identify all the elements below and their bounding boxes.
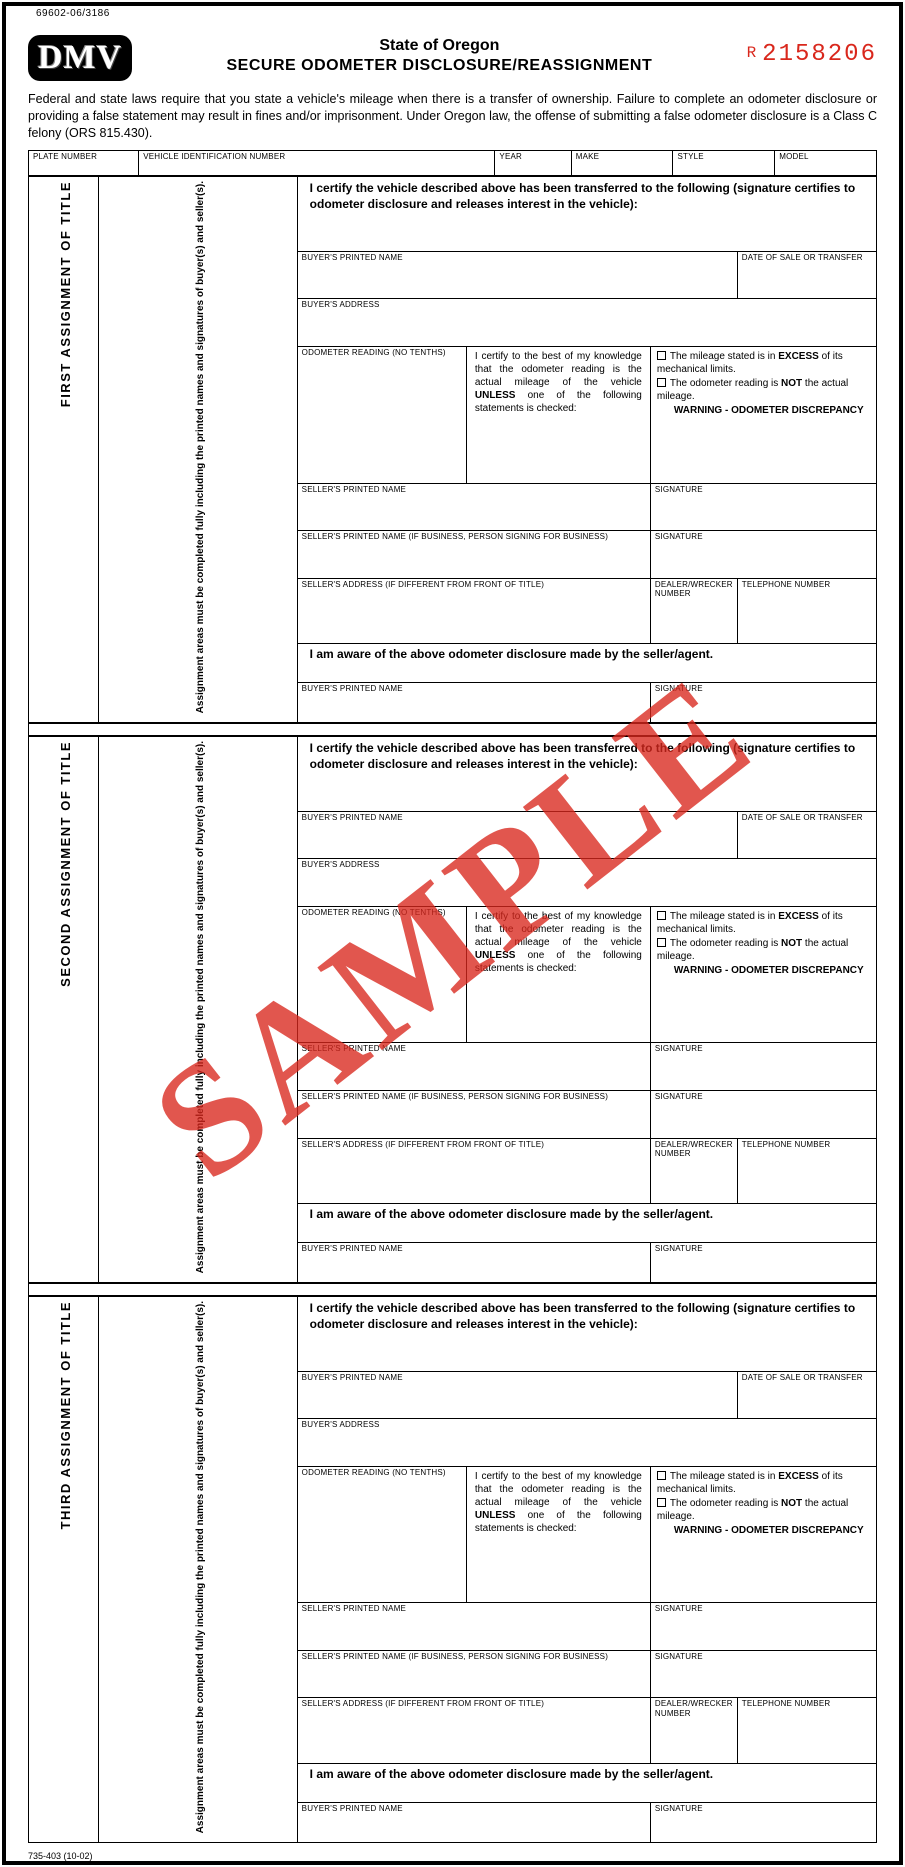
seller-name-label: SELLER'S PRINTED NAME [302, 485, 646, 509]
seller-biz-label: SELLER'S PRINTED NAME (IF BUSINESS, PERS… [302, 532, 646, 556]
checkbox-icon[interactable] [657, 1471, 666, 1480]
checkbox-icon[interactable] [657, 351, 666, 360]
vehicle-info-table: PLATE NUMBER VEHICLE IDENTIFICATION NUMB… [28, 150, 877, 177]
header: DMV State of Oregon SECURE ODOMETER DISC… [28, 35, 877, 81]
document-frame: 69602-06/3186 DMV State of Oregon SECURE… [2, 2, 903, 1865]
form-title: SECURE ODOMETER DISCLOSURE/REASSIGNMENT [132, 57, 746, 75]
seller-addr-label: SELLER'S ADDRESS (IF DIFFERENT FROM FRON… [302, 580, 646, 604]
signature-label: SIGNATURE [655, 532, 872, 556]
second-side-note: Assignment areas must be completed fully… [193, 741, 208, 1273]
odo-certify-text: I certify to the best of my knowledge th… [471, 348, 646, 417]
second-assignment: SECOND ASSIGNMENT OF TITLE Assignment ar… [28, 736, 877, 1283]
top-form-code: 69602-06/3186 [6, 6, 899, 19]
odo-reading-label: ODOMETER READING (NO TENTHS) [302, 348, 462, 368]
certify-text: I certify the vehicle described above ha… [297, 1297, 876, 1372]
legal-disclaimer: Federal and state laws require that you … [28, 91, 877, 142]
buyer-name-label: BUYER'S PRINTED NAME [302, 253, 733, 277]
dmv-logo: DMV [28, 35, 132, 81]
buyer-address-label: BUYER'S ADDRESS [302, 300, 872, 324]
model-label: MODEL [779, 152, 872, 176]
second-title: SECOND ASSIGNMENT OF TITLE [58, 741, 75, 987]
third-side-note: Assignment areas must be completed fully… [193, 1301, 208, 1833]
style-label: STYLE [677, 152, 770, 176]
dealer-label: DEALER/WRECKER NUMBER [655, 580, 733, 613]
first-title: FIRST ASSIGNMENT OF TITLE [58, 181, 75, 407]
state-line: State of Oregon [132, 37, 746, 55]
date-label: DATE OF SALE OR TRANSFER [742, 253, 872, 277]
checkbox-icon[interactable] [657, 911, 666, 920]
third-assignment: THIRD ASSIGNMENT OF TITLE Assignment are… [28, 1296, 877, 1843]
title-block: State of Oregon SECURE ODOMETER DISCLOSU… [132, 35, 746, 75]
phone-label: TELEPHONE NUMBER [742, 580, 872, 604]
certify-text: I certify the vehicle described above ha… [297, 177, 876, 252]
odo-checks: The mileage stated is in EXCESS of its m… [655, 348, 872, 420]
checkbox-icon[interactable] [657, 938, 666, 947]
signature-label: SIGNATURE [655, 485, 872, 509]
checkbox-icon[interactable] [657, 1498, 666, 1507]
make-label: MAKE [576, 152, 669, 176]
serial-number: R2158206 [747, 35, 877, 68]
buyer-name2-label: BUYER'S PRINTED NAME [302, 684, 646, 704]
page-content: DMV State of Oregon SECURE ODOMETER DISC… [6, 19, 899, 1849]
checkbox-icon[interactable] [657, 378, 666, 387]
dmv-logo-text: DMV [38, 39, 122, 76]
year-label: YEAR [499, 152, 566, 176]
first-assignment: FIRST ASSIGNMENT OF TITLE Assignment are… [28, 176, 877, 723]
first-side-note: Assignment areas must be completed fully… [193, 181, 208, 713]
third-title: THIRD ASSIGNMENT OF TITLE [58, 1301, 75, 1529]
footer-form-code: 735-403 (10-02) [6, 1849, 899, 1861]
aware-text: I am aware of the above odometer disclos… [297, 643, 876, 682]
signature-label: SIGNATURE [655, 684, 872, 704]
plate-label: PLATE NUMBER [33, 152, 134, 176]
certify-text: I certify the vehicle described above ha… [297, 737, 876, 812]
vin-label: VEHICLE IDENTIFICATION NUMBER [143, 152, 490, 176]
